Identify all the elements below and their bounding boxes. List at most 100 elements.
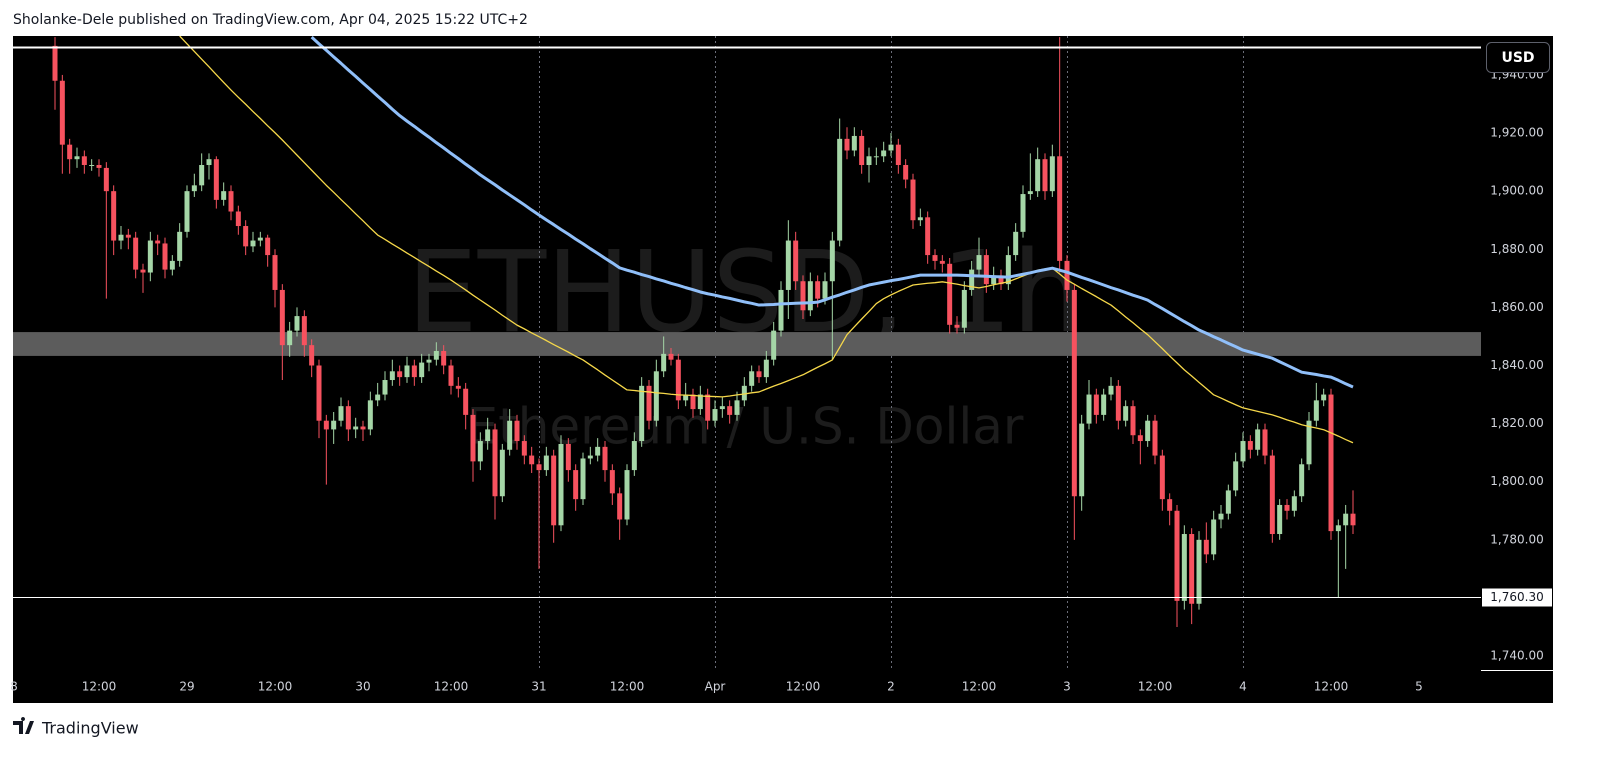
candle-body xyxy=(1174,510,1180,601)
x-tick-label: 2 xyxy=(887,680,895,694)
candle-body xyxy=(565,443,571,471)
candle-body xyxy=(287,330,293,346)
candle-body xyxy=(741,385,747,401)
candle-body xyxy=(998,275,1004,285)
candle-body xyxy=(954,324,960,328)
candle-body xyxy=(1064,260,1070,290)
candle-body xyxy=(521,441,527,456)
candle-body xyxy=(543,455,549,471)
candle-body xyxy=(815,281,821,299)
candle-body xyxy=(1218,513,1224,520)
candle-body xyxy=(1277,504,1283,535)
candle-body xyxy=(873,156,879,158)
y-tick-label: 1,820.00 xyxy=(1490,416,1543,430)
currency-button[interactable]: USD xyxy=(1486,42,1550,73)
brand: TradingView xyxy=(13,717,139,738)
candle-body xyxy=(690,394,696,410)
candle-body xyxy=(228,191,234,212)
candle-body xyxy=(991,275,997,285)
candle-body xyxy=(243,226,249,247)
candle-body xyxy=(1159,455,1165,500)
candle-body xyxy=(1313,400,1319,421)
candle-body xyxy=(705,394,711,421)
candle-body xyxy=(609,470,615,494)
candle-body xyxy=(719,406,725,410)
candle-body xyxy=(463,388,469,415)
candle-body xyxy=(111,191,117,241)
candle-body xyxy=(734,400,740,415)
candle-body xyxy=(976,255,982,270)
candle-body xyxy=(932,255,938,261)
candle-body xyxy=(441,350,447,366)
candle-body xyxy=(411,365,417,378)
candle-body xyxy=(617,493,623,520)
candle-body xyxy=(1035,159,1041,192)
candle-body xyxy=(81,156,87,166)
candle-body xyxy=(199,165,205,186)
candle-body xyxy=(309,345,315,366)
candle-body xyxy=(323,420,329,430)
candle-body xyxy=(1299,464,1305,497)
candle-body xyxy=(499,449,505,497)
currency-label[interactable]: USD xyxy=(1501,50,1534,66)
candle-body xyxy=(301,316,307,346)
candle-body xyxy=(800,281,806,311)
x-tick-label: 12:00 xyxy=(82,680,117,694)
candle-body xyxy=(895,144,901,166)
candle-body xyxy=(756,371,762,378)
candle-body xyxy=(59,80,65,145)
candle-body xyxy=(1020,194,1026,232)
candle-body xyxy=(1123,406,1129,421)
candle-body xyxy=(345,406,351,430)
candle-body xyxy=(822,281,828,299)
candle-body xyxy=(279,289,285,346)
candle-body xyxy=(477,441,483,462)
candle-body xyxy=(426,359,432,363)
chart-background xyxy=(13,36,1553,703)
y-tick-label: 1,880.00 xyxy=(1490,242,1543,256)
candle-body xyxy=(573,470,579,500)
x-tick-label: 3 xyxy=(1063,680,1071,694)
price-label-box xyxy=(1482,588,1552,607)
candle-body xyxy=(668,353,674,360)
candle-body xyxy=(661,353,667,372)
candle-body xyxy=(1189,534,1195,604)
x-tick-label: 12:00 xyxy=(610,680,645,694)
candle-body xyxy=(331,420,337,430)
candle-body xyxy=(903,165,909,180)
candle-body xyxy=(375,394,381,401)
candle-body xyxy=(881,150,887,157)
candle-body xyxy=(389,371,395,381)
plot-area xyxy=(13,36,1481,627)
candle-body xyxy=(125,234,131,238)
candle-body xyxy=(1343,513,1349,526)
candle-body xyxy=(52,45,58,81)
candle-body xyxy=(397,371,403,378)
moving-average-line xyxy=(179,36,1354,444)
candle-body xyxy=(1115,385,1121,421)
candle-body xyxy=(272,255,278,290)
x-tick-label: 31 xyxy=(531,680,546,694)
candle-body xyxy=(917,217,923,221)
candle-body xyxy=(1137,435,1143,442)
x-tick-label: 12:00 xyxy=(786,680,821,694)
candle-body xyxy=(646,385,652,421)
price-label: 1,760.30 xyxy=(1490,590,1543,604)
currency-button-frame[interactable] xyxy=(1486,42,1550,73)
candle-body xyxy=(67,144,73,160)
candle-body xyxy=(257,237,263,241)
candle-body xyxy=(155,240,161,244)
candle-body xyxy=(587,455,593,459)
x-tick-label: 12:00 xyxy=(434,680,469,694)
candle-body xyxy=(1027,191,1033,195)
candle-body xyxy=(1042,159,1048,192)
candle-body xyxy=(1247,441,1253,450)
candle-body xyxy=(859,135,865,166)
candle-body xyxy=(580,458,586,500)
candle-body xyxy=(96,165,102,168)
candle-body xyxy=(250,240,256,247)
candle-body xyxy=(1130,406,1136,436)
y-tick-label: 1,860.00 xyxy=(1490,300,1543,314)
candle-body xyxy=(785,240,791,290)
